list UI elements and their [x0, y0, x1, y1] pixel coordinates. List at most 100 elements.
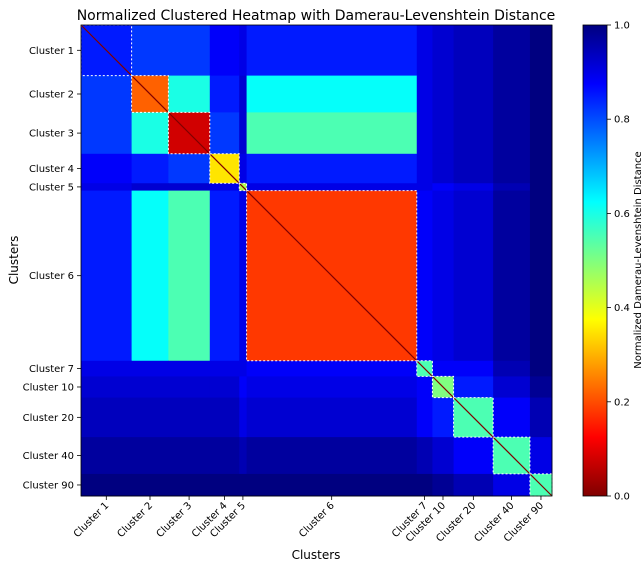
y-tick-label: Cluster 10 [23, 383, 74, 394]
heatmap-cell-8-6 [416, 397, 433, 438]
heatmap-cell-9-0 [81, 437, 132, 475]
heatmap-cell-6-1 [131, 360, 169, 377]
heatmap-cell-4-0 [81, 183, 132, 191]
heatmap-cell-9-4 [239, 437, 247, 475]
heatmap-cell-2-5 [246, 112, 418, 155]
heatmap-cell-5-7 [432, 190, 454, 362]
heatmap-cell-3-10 [529, 153, 553, 184]
heatmap-cell-10-2 [168, 473, 211, 497]
heatmap-cell-3-8 [453, 153, 494, 184]
heatmap-cell-8-2 [168, 397, 211, 438]
heatmap-cell-3-9 [493, 153, 531, 184]
y-tick-label: Cluster 2 [29, 90, 74, 101]
heatmap-cell-8-4 [239, 397, 247, 438]
heatmap-cell-5-4 [239, 190, 247, 362]
cluster-outline-4 [238, 182, 248, 192]
heatmap-cell-1-4 [239, 75, 247, 113]
y-axis-ticks: Cluster 1 Cluster 2 Cluster 3 Cluster 4 Clus… [23, 46, 81, 492]
heatmap-cell-4-9 [493, 183, 531, 191]
cluster-outline-9 [492, 436, 531, 475]
heatmap-cell-1-7 [432, 75, 454, 113]
heatmap-cell-2-9 [493, 112, 531, 155]
heatmap-cell-7-9 [493, 376, 531, 398]
heatmap-cell-7-0 [81, 376, 132, 398]
x-tick-label: Cluster 6 [297, 500, 337, 540]
colorbar-label: Normalized Damerau-Levenshtein Distance [633, 151, 642, 368]
plot-frame [80, 24, 553, 497]
heatmap-cell-5-2 [168, 190, 211, 362]
heatmap-cell-6-3 [209, 360, 240, 377]
heatmap-cell-10-5 [246, 473, 418, 497]
heatmap-cell-7-2 [168, 376, 211, 398]
heatmap-cell-6-8 [453, 360, 494, 377]
heatmap-cell-5-3 [209, 190, 240, 362]
heatmap-cell-0-10 [529, 25, 553, 76]
heatmap-cell-5-10 [529, 190, 553, 362]
colorbar-tick-label: 0.4 [614, 303, 630, 314]
heatmap-cell-1-8 [453, 75, 494, 113]
y-tick-label: Cluster 40 [23, 451, 74, 462]
heatmap-cell-0-5 [246, 25, 418, 76]
heatmap-cell-8-0 [81, 397, 132, 438]
heatmap-cell-10-1 [131, 473, 169, 497]
heatmap-cell-4-5 [246, 183, 418, 191]
y-tick-label: Cluster 90 [23, 481, 74, 492]
heatmap-cell-7-6 [416, 376, 433, 398]
heatmap-cell-10-0 [81, 473, 132, 497]
cluster-outline-1 [131, 75, 169, 113]
cluster-outline-3 [209, 153, 240, 184]
x-tick-label: Cluster 1 [72, 500, 112, 540]
heatmap-cell-6-4 [239, 360, 247, 377]
heatmap-cell-8-10 [529, 397, 553, 438]
heatmap-cell-4-2 [168, 183, 211, 191]
heatmap-cell-1-2 [168, 75, 211, 113]
heatmap-cell-1-10 [529, 75, 553, 113]
heatmap-cell-0-4 [239, 25, 247, 76]
heatmap-cell-7-4 [239, 376, 247, 398]
heatmap-cell-10-9 [493, 473, 531, 497]
cluster-outline-2 [167, 111, 211, 155]
heatmap-cell-4-7 [432, 183, 454, 191]
colorbar-tick-label: 0.2 [614, 397, 630, 408]
heatmap-cell-3-0 [81, 153, 132, 184]
heatmap-cell-6-9 [493, 360, 531, 377]
heatmap-cell-2-10 [529, 112, 553, 155]
colorbar-tick-label: 0.8 [614, 115, 630, 126]
heatmap-cell-9-10 [529, 437, 553, 475]
heatmap-cell-10-3 [209, 473, 240, 497]
heatmap-cell-3-2 [168, 153, 211, 184]
chart-title: Normalized Clustered Heatmap with Damera… [77, 8, 556, 24]
heatmap-cell-9-6 [416, 437, 433, 475]
heatmap-cell-7-5 [246, 376, 418, 398]
heatmap-cell-1-9 [493, 75, 531, 113]
heatmap-cell-3-4 [239, 153, 247, 184]
heatmap-cell-10-4 [239, 473, 247, 497]
colorbar-ticks: 0.0 0.2 0.4 0.6 0.8 1.0 [607, 21, 630, 503]
heatmap-cell-0-7 [432, 25, 454, 76]
y-tick-label: Cluster 20 [23, 413, 74, 424]
cluster-outline-5 [246, 190, 418, 362]
heatmap-cell-2-1 [131, 112, 169, 155]
heatmap-cell-7-3 [209, 376, 240, 398]
heatmap-cell-5-6 [416, 190, 433, 362]
heatmap-cell-8-1 [131, 397, 169, 438]
heatmap-cell-4-10 [529, 183, 553, 191]
y-tick-label: Cluster 4 [29, 164, 74, 175]
heatmap-cell-0-8 [453, 25, 494, 76]
x-axis-title: Clusters [292, 548, 341, 562]
heatmap-cell-5-1 [131, 190, 169, 362]
colorbar [582, 24, 608, 497]
heatmap [80, 24, 553, 497]
diagonal-line [80, 24, 553, 497]
heatmap-cell-2-3 [209, 112, 240, 155]
heatmap-cell-4-8 [453, 183, 494, 191]
heatmap-cell-1-6 [416, 75, 433, 113]
heatmap-cell-1-0 [81, 75, 132, 113]
heatmap-cell-2-0 [81, 112, 132, 155]
heatmap-cell-4-6 [416, 183, 433, 191]
heatmap-cell-6-10 [529, 360, 553, 377]
heatmap-cell-3-7 [432, 153, 454, 184]
cluster-outline-7 [431, 375, 455, 399]
